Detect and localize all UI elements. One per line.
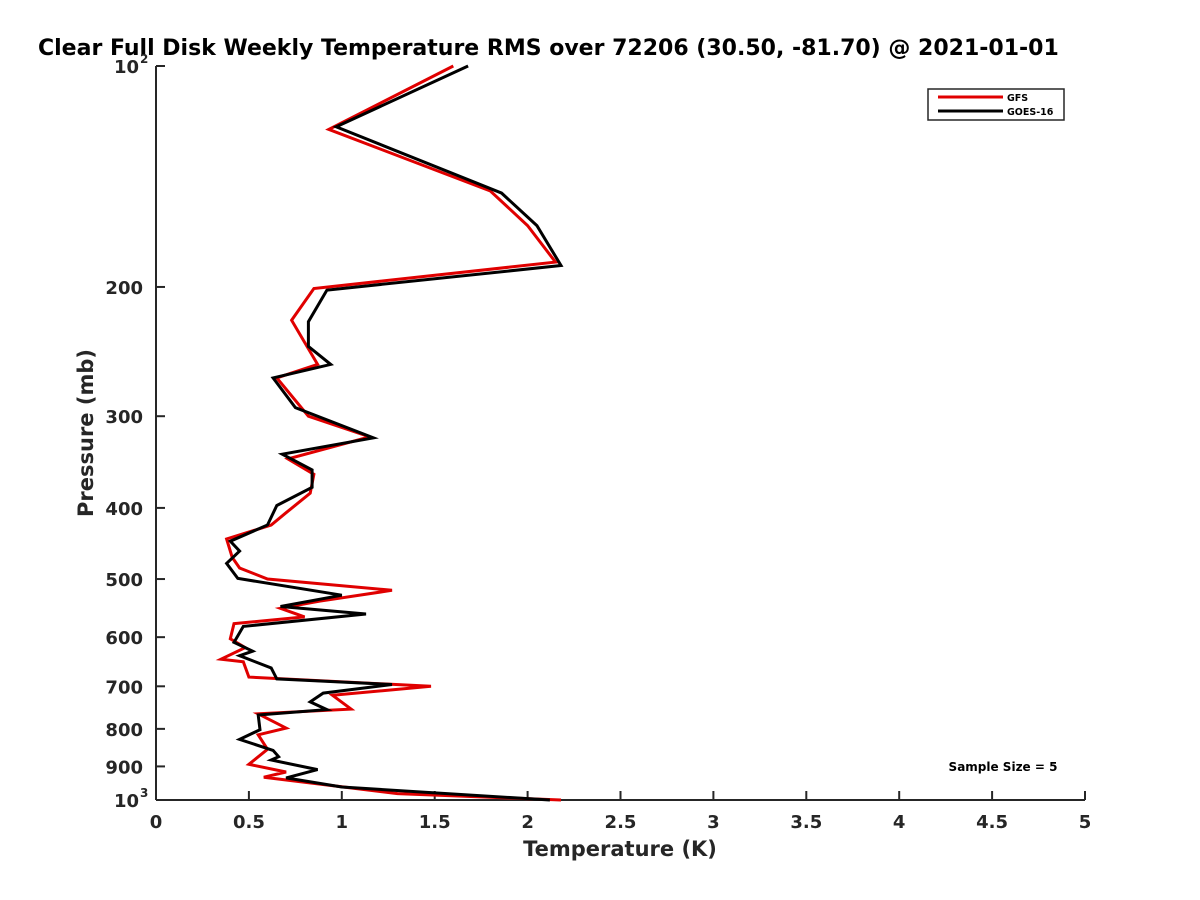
y-tick-exponent: 3 [140,786,148,800]
x-tick-label: 4 [893,812,906,833]
x-tick-label: 4.5 [976,812,1008,833]
series-line-goes16 [224,64,564,802]
legend: GFS GOES-16 [927,88,1065,121]
y-axis-label: Pressure (mb) [74,349,98,517]
y-tick-label: 400 [105,499,143,520]
sample-size-annotation: Sample Size = 5 [949,760,1058,774]
y-tick-label: 800 [105,720,143,741]
x-tick-label: 2.5 [605,812,637,833]
legend-label-gfs: GFS [1007,93,1028,104]
y-tick-label: 300 [105,407,143,428]
series-layer [215,64,564,802]
x-tick-label: 2 [521,812,534,833]
y-tick-label: 500 [105,570,143,591]
x-tick-label: 3 [707,812,720,833]
x-tick-label: 0.5 [233,812,265,833]
legend-box [927,88,1065,121]
legend-label-goes16: GOES-16 [1007,107,1054,118]
y-tick-label: 900 [105,757,143,778]
y-tick-label: 10 [114,57,139,78]
chart-title: Clear Full Disk Weekly Temperature RMS o… [38,36,1059,61]
series-line-gfs [215,64,562,802]
x-tick-label: 1 [336,812,349,833]
y-tick-label: 600 [105,628,143,649]
x-tick-label: 0 [150,812,163,833]
y-tick-label: 10 [114,791,139,812]
x-tick-label: 3.5 [790,812,822,833]
x-tick-label: 5 [1079,812,1092,833]
axes: 0 0.5 1 1.5 2 2.5 3 3.5 4 4.5 510 22003004005006007… [105,52,1091,833]
y-tick-exponent: 2 [140,52,148,66]
y-tick-label: 700 [105,677,143,698]
y-tick-label: 200 [105,278,143,299]
x-axis-label: Temperature (K) [523,837,717,861]
x-tick-label: 1.5 [419,812,451,833]
